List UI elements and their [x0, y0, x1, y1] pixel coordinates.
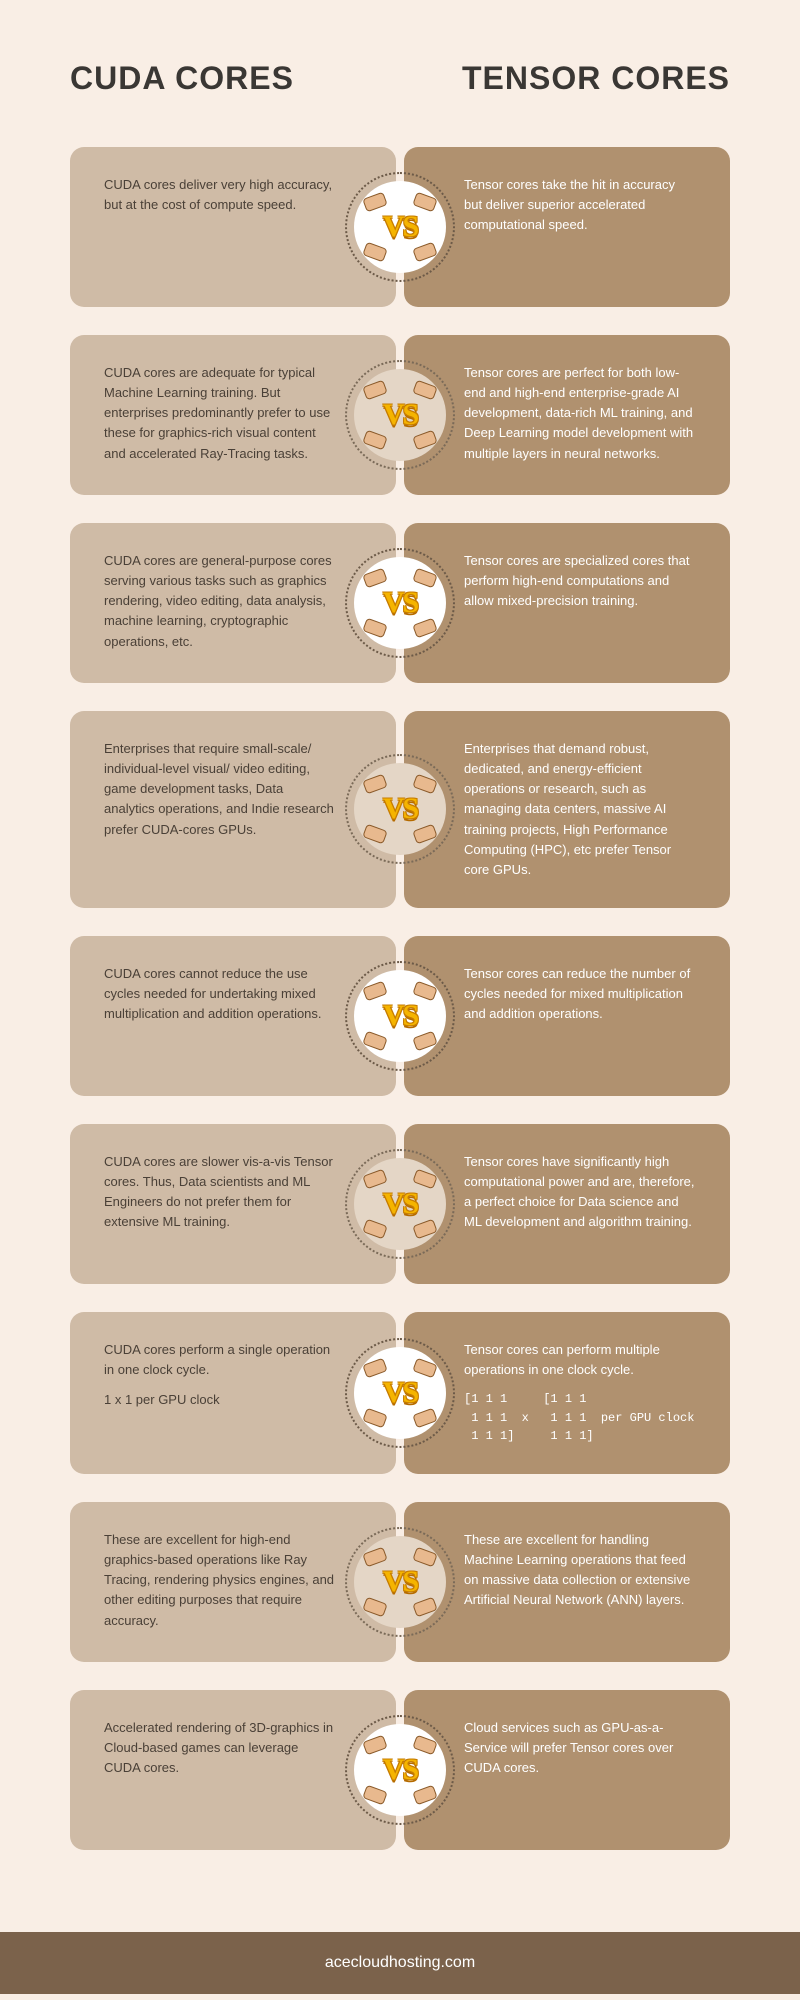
cuda-text: Enterprises that require small-scale/ in… — [104, 739, 336, 840]
cuda-text: CUDA cores deliver very high accuracy, b… — [104, 175, 336, 215]
tensor-text: These are excellent for handling Machine… — [464, 1530, 696, 1611]
infographic: CUDA CORES TENSOR CORES CUDA cores deliv… — [0, 0, 800, 1850]
vs-badge: VS — [345, 1338, 455, 1448]
vs-badge: VS — [345, 1149, 455, 1259]
comparison-row: CUDA cores are slower vis-a-vis Tensor c… — [70, 1124, 730, 1284]
comparison-row: CUDA cores perform a single operation in… — [70, 1312, 730, 1474]
vs-badge: VS — [345, 360, 455, 470]
title-right: TENSOR CORES — [462, 60, 730, 97]
comparison-row: CUDA cores are adequate for typical Mach… — [70, 335, 730, 495]
footer: acecloudhosting.com — [0, 1932, 800, 1994]
badge-disc: VS — [354, 1158, 446, 1250]
badge-disc: VS — [354, 557, 446, 649]
vs-label: VS — [383, 1187, 417, 1221]
vs-label: VS — [383, 586, 417, 620]
badge-disc: VS — [354, 1536, 446, 1628]
vs-label: VS — [383, 792, 417, 826]
cuda-text: CUDA cores are adequate for typical Mach… — [104, 363, 336, 464]
cuda-text: CUDA cores perform a single operation in… — [104, 1340, 336, 1380]
badge-disc: VS — [354, 970, 446, 1062]
footer-gap — [0, 1878, 800, 1892]
tensor-text: Cloud services such as GPU-as-a-Service … — [464, 1718, 696, 1778]
vs-label: VS — [383, 1565, 417, 1599]
cuda-text: These are excellent for high-end graphic… — [104, 1530, 336, 1631]
tensor-text: Tensor cores are perfect for both low-en… — [464, 363, 696, 464]
comparison-row: These are excellent for high-end graphic… — [70, 1502, 730, 1662]
comparison-row: CUDA cores deliver very high accuracy, b… — [70, 147, 730, 307]
comparison-row: CUDA cores are general-purpose cores ser… — [70, 523, 730, 683]
vs-label: VS — [383, 999, 417, 1033]
vs-badge: VS — [345, 548, 455, 658]
footer-text: acecloudhosting.com — [325, 1954, 475, 1971]
badge-disc: VS — [354, 1347, 446, 1439]
vs-label: VS — [383, 210, 417, 244]
tensor-text: Tensor cores are specialized cores that … — [464, 551, 696, 611]
cuda-text: CUDA cores are slower vis-a-vis Tensor c… — [104, 1152, 336, 1233]
badge-disc: VS — [354, 181, 446, 273]
badge-disc: VS — [354, 763, 446, 855]
tensor-matrix: [1 1 1 [1 1 1 1 1 1 x 1 1 1 per GPU cloc… — [464, 1390, 696, 1446]
tensor-text: Tensor cores can reduce the number of cy… — [464, 964, 696, 1024]
comparison-row: CUDA cores cannot reduce the use cycles … — [70, 936, 730, 1096]
tensor-text: Tensor cores can perform multiple operat… — [464, 1340, 696, 1380]
badge-disc: VS — [354, 369, 446, 461]
vs-badge: VS — [345, 754, 455, 864]
vs-badge: VS — [345, 961, 455, 1071]
vs-badge: VS — [345, 1715, 455, 1825]
vs-badge: VS — [345, 1527, 455, 1637]
comparison-row: Enterprises that require small-scale/ in… — [70, 711, 730, 908]
tensor-text: Tensor cores have significantly high com… — [464, 1152, 696, 1233]
cuda-text: CUDA cores are general-purpose cores ser… — [104, 551, 336, 652]
vs-label: VS — [383, 398, 417, 432]
cuda-text: Accelerated rendering of 3D-graphics in … — [104, 1718, 336, 1778]
vs-label: VS — [383, 1753, 417, 1787]
comparison-row: Accelerated rendering of 3D-graphics in … — [70, 1690, 730, 1850]
tensor-text: Tensor cores take the hit in accuracy bu… — [464, 175, 696, 235]
tensor-text: Enterprises that demand robust, dedicate… — [464, 739, 696, 880]
vs-badge: VS — [345, 172, 455, 282]
cuda-text-extra: 1 x 1 per GPU clock — [104, 1390, 336, 1410]
title-left: CUDA CORES — [70, 60, 294, 97]
title-row: CUDA CORES TENSOR CORES — [70, 60, 730, 97]
badge-disc: VS — [354, 1724, 446, 1816]
cuda-text: CUDA cores cannot reduce the use cycles … — [104, 964, 336, 1024]
vs-label: VS — [383, 1376, 417, 1410]
